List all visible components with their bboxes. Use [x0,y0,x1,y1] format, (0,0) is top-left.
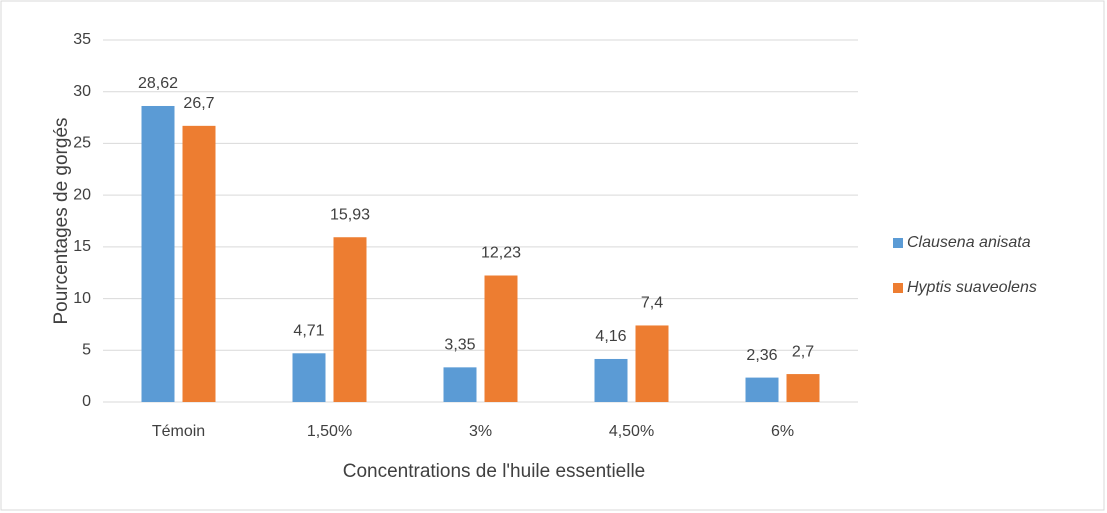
y-tick-label: 25 [73,135,91,152]
legend-label: Clausena anisata [907,234,1031,251]
bar [141,105,175,402]
y-tick-label: 10 [73,290,91,307]
data-label: 2,7 [792,343,814,360]
data-label: 3,35 [444,337,475,354]
bar [745,377,779,402]
x-tick-label: 1,50% [307,423,352,440]
x-axis-title: Concentrations de l'huile essentielle [343,461,646,482]
x-tick-label: Témoin [152,423,205,440]
data-label: 26,7 [183,95,214,112]
data-label: 4,71 [293,323,324,340]
x-tick-label: 6% [771,423,794,440]
data-label: 12,23 [481,245,521,262]
bar [786,374,820,402]
x-tick-label: 3% [469,423,492,440]
bar [484,275,518,402]
y-tick-label: 15 [73,238,91,255]
legend-label: Hyptis suaveolens [907,279,1037,296]
bar [292,353,326,402]
y-tick-label: 35 [73,31,91,48]
data-label: 28,62 [138,75,178,92]
legend-swatch [893,283,903,293]
x-tick-label: 4,50% [609,423,654,440]
data-label: 7,4 [641,295,663,312]
y-tick-label: 20 [73,186,91,203]
legend-swatch [893,238,903,248]
bar [182,125,216,403]
bar [635,325,669,402]
data-label: 4,16 [595,328,626,345]
y-tick-label: 5 [82,342,91,359]
bar [594,358,628,402]
y-axis-title: Pourcentages de gorgés [51,117,72,324]
bar [333,237,367,402]
y-tick-label: 0 [82,393,91,410]
y-tick-label: 30 [73,83,91,100]
data-label: 2,36 [746,347,777,364]
bar [443,367,477,402]
data-label: 15,93 [330,206,370,223]
